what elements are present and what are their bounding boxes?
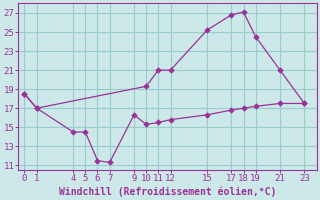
X-axis label: Windchill (Refroidissement éolien,°C): Windchill (Refroidissement éolien,°C) [59, 186, 276, 197]
